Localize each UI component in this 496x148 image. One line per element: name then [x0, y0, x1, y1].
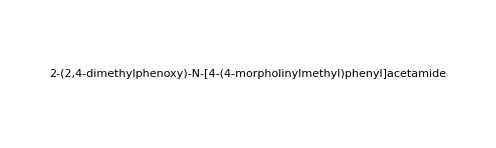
Text: 2-(2,4-dimethylphenoxy)-N-[4-(4-morpholinylmethyl)phenyl]acetamide: 2-(2,4-dimethylphenoxy)-N-[4-(4-morpholi… — [50, 69, 446, 79]
